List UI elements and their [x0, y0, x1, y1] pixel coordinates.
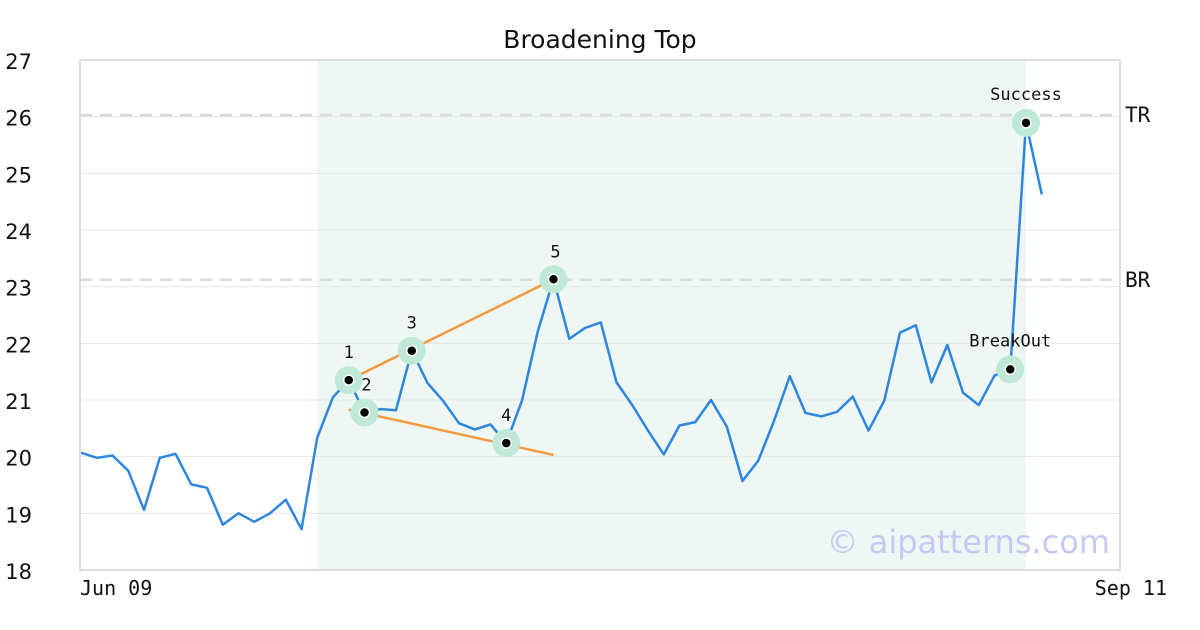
price-series-layer: [80, 121, 1044, 531]
pattern-region: [317, 60, 1026, 570]
pattern-points-layer: 12 3 4 5 BreakOut Success: [334, 85, 1062, 458]
point-label-2: 2: [361, 375, 371, 395]
y-tick-label: 27: [5, 50, 32, 74]
plot-border: [79, 59, 1121, 571]
point-marker-5: [547, 273, 560, 286]
point-marker-success: [1020, 117, 1032, 129]
y-tick-label: 20: [5, 447, 32, 471]
point-label-breakout: BreakOut: [969, 331, 1051, 351]
grid-layer: [80, 116, 1120, 514]
price-line: [80, 121, 1044, 531]
level-lines-layer: TR BR: [80, 103, 1151, 292]
y-tick-label: 21: [5, 390, 32, 414]
point-marker-1: [343, 374, 355, 386]
point-label-5: 5: [550, 242, 560, 262]
point-marker-4: [500, 437, 512, 449]
point-label-4: 4: [501, 406, 511, 426]
point-marker-3: [406, 344, 418, 357]
y-tick-label: 18: [5, 560, 32, 584]
upper-trendline: [348, 278, 555, 382]
y-tick-label: 26: [5, 107, 32, 131]
x-tick-label: Sep 11: [1095, 576, 1167, 600]
y-tick-label: 23: [5, 277, 32, 301]
chart-title: Broadening Top: [503, 25, 696, 54]
point-marker-breakout: [1004, 363, 1016, 376]
y-tick-label: 25: [5, 163, 32, 187]
level-label-br: BR: [1125, 268, 1151, 292]
level-label-tr: TR: [1125, 103, 1151, 127]
pattern-region-layer: [317, 60, 1026, 570]
point-marker-2: [358, 406, 371, 419]
point-label-success: Success: [990, 85, 1062, 105]
point-label-1: 1: [344, 343, 354, 363]
watermark: © aipatterns.com: [827, 523, 1110, 561]
y-tick-label: 22: [5, 333, 32, 357]
point-label-3: 3: [407, 314, 417, 334]
y-tick-label: 19: [5, 503, 32, 527]
y-tick-label: 24: [5, 220, 32, 244]
x-tick-label: Jun 09: [80, 576, 152, 600]
